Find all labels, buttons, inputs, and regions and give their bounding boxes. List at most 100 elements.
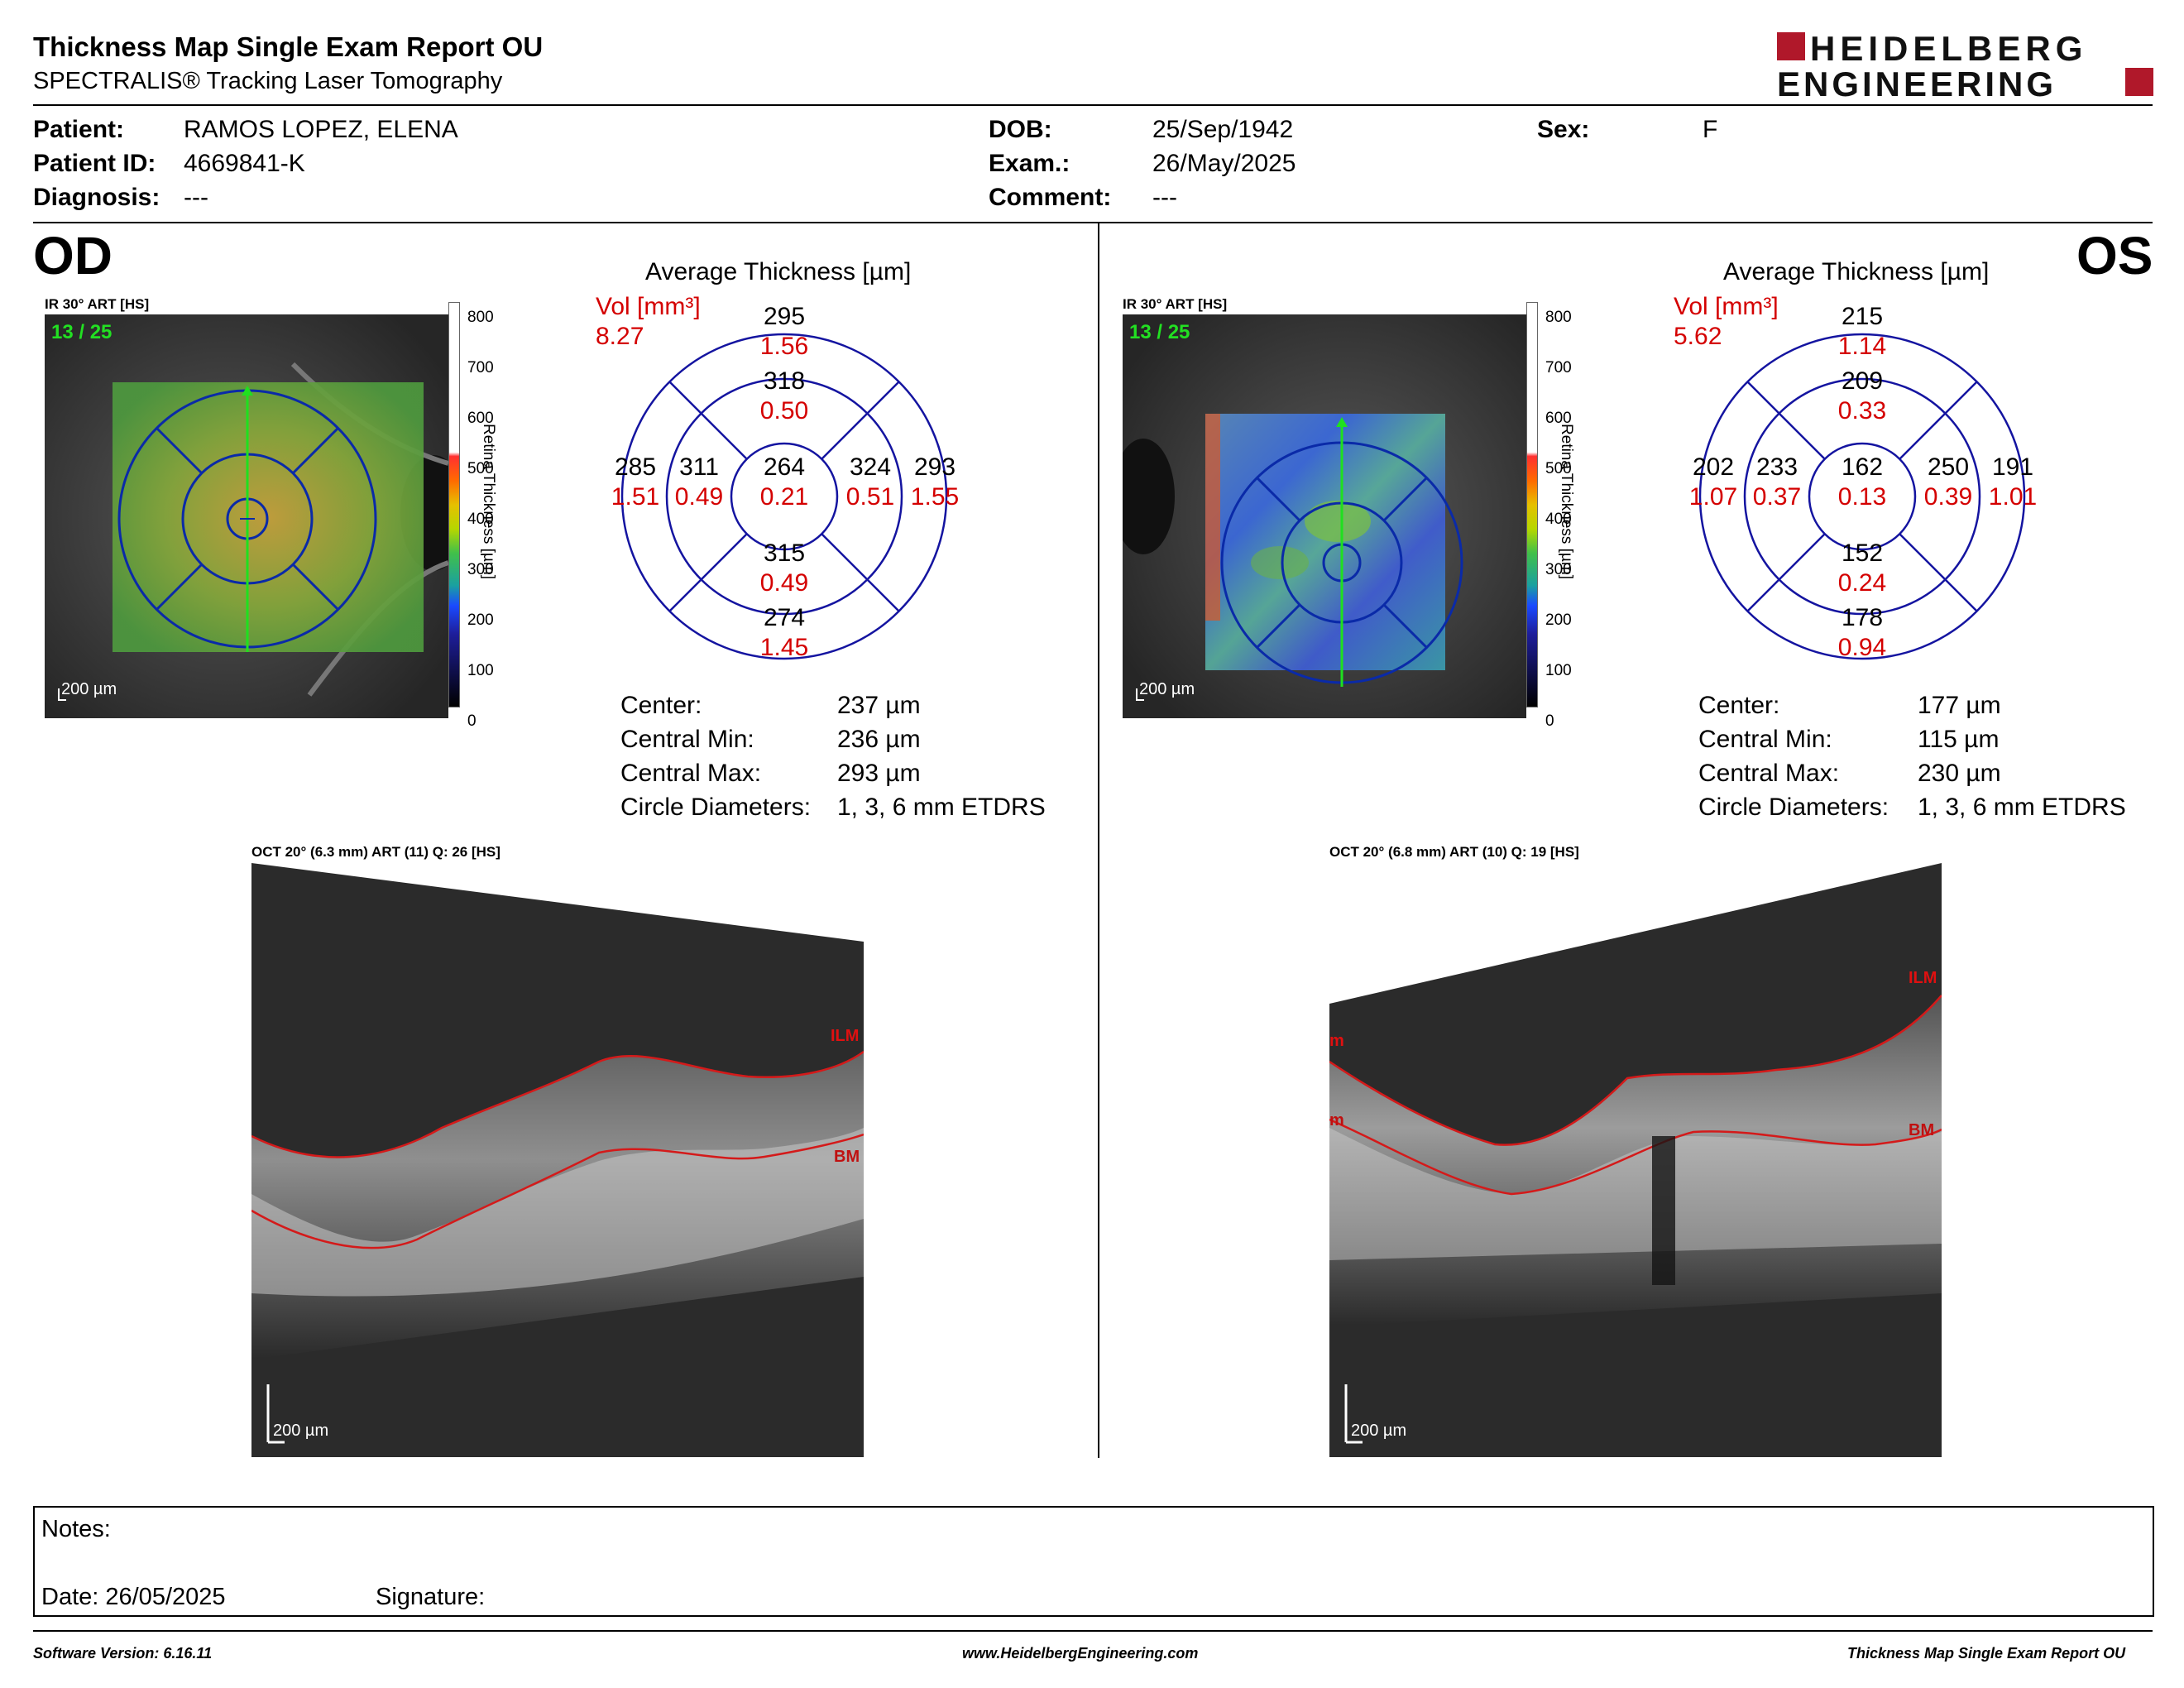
os-temp-inner-vol: 0.37 xyxy=(1752,483,1802,511)
sex-value: F xyxy=(1703,116,1718,143)
patient-label: Patient: xyxy=(33,116,125,143)
os-avg-title: Average Thickness [µm] xyxy=(1723,258,1990,285)
os-sup-inner-thick: 209 xyxy=(1841,367,1884,395)
os-stat-label: Central Max: xyxy=(1698,760,1840,787)
logo-line1: HEIDELBERG xyxy=(1810,30,2087,68)
os-stat-label: Circle Diameters: xyxy=(1698,794,1889,821)
od-avg-title: Average Thickness [µm] xyxy=(645,258,912,285)
od-temp-inner-vol: 0.49 xyxy=(674,483,724,511)
od-stat-value: 293 µm xyxy=(837,760,921,787)
scale-label: Retina Thickness [µm] xyxy=(1558,424,1575,579)
od-ilm-label: ILM xyxy=(831,1027,860,1045)
od-stat-value: 237 µm xyxy=(837,692,921,719)
patient-id-value: 4669841-K xyxy=(184,150,305,177)
od-color-scale: 800 700 600 500 400 300 200 100 0 Retina… xyxy=(447,302,546,730)
os-nasal-inner-vol: 0.39 xyxy=(1923,483,1973,511)
od-sup-inner-vol: 0.50 xyxy=(759,397,809,424)
os-stat-label: Center: xyxy=(1698,692,1780,719)
scale-tick: 0 xyxy=(467,712,477,730)
os-color-scale: 800 700 600 500 400 300 200 100 0 Retina… xyxy=(1525,302,1624,730)
comment-value: --- xyxy=(1152,184,1177,211)
od-stat-label: Central Min: xyxy=(620,726,754,753)
os-sup-outer-vol: 1.14 xyxy=(1837,333,1887,360)
scale-tick: 500 xyxy=(467,460,494,477)
os-oct-scalebar: 200 µm xyxy=(1351,1422,1407,1440)
od-oct-label: OCT 20° (6.3 mm) ART (11) Q: 26 [HS] xyxy=(251,844,500,860)
os-temp-outer-thick: 202 xyxy=(1692,453,1735,481)
scale-tick: 0 xyxy=(1545,712,1554,730)
dob-value: 25/Sep/1942 xyxy=(1152,116,1294,143)
os-ilm-label: ILM xyxy=(1909,969,1937,987)
od-vol-label: Vol [mm³] xyxy=(596,293,701,320)
od-inf-outer-vol: 1.45 xyxy=(759,634,809,661)
scale-tick: 100 xyxy=(467,662,494,679)
od-inf-outer-thick: 274 xyxy=(763,604,806,631)
os-inf-inner-vol: 0.24 xyxy=(1837,569,1887,597)
od-sup-outer-vol: 1.56 xyxy=(759,333,809,360)
scale-tick: 600 xyxy=(1545,410,1572,427)
od-center-thick: 264 xyxy=(763,453,806,481)
os-inf-outer-vol: 0.94 xyxy=(1837,634,1887,661)
notes-box[interactable]: Notes: Date: 26/05/2025 Signature: xyxy=(33,1506,2154,1617)
os-vol-total: 5.62 xyxy=(1674,323,1722,350)
scale-tick: 800 xyxy=(467,309,494,326)
scale-tick: 200 xyxy=(467,611,494,629)
os-slice-counter: 13 / 25 xyxy=(1129,321,1190,343)
od-sup-outer-thick: 295 xyxy=(763,303,806,330)
os-temp-inner-thick: 233 xyxy=(1755,453,1798,481)
od-stat-label: Center: xyxy=(620,692,702,719)
date-label: Date: 26/05/2025 xyxy=(41,1584,226,1610)
od-nasal-outer-vol: 1.55 xyxy=(910,483,960,511)
sex-label: Sex: xyxy=(1537,116,1590,143)
os-inf-inner-thick: 152 xyxy=(1841,539,1884,567)
os-sup-outer-thick: 215 xyxy=(1841,303,1884,330)
od-inf-inner-vol: 0.49 xyxy=(759,569,809,597)
od-stat-value: 236 µm xyxy=(837,726,921,753)
os-stat-value: 1, 3, 6 mm ETDRS xyxy=(1918,794,2126,821)
signature-label: Signature: xyxy=(376,1584,486,1610)
od-fundus-image: 13 / 25 200 µm xyxy=(45,314,448,718)
od-oct-bscan: ILM BM 200 µm xyxy=(251,863,864,1457)
os-ilm-left-label: m xyxy=(1329,1032,1344,1050)
footer-website[interactable]: www.HeidelbergEngineering.com xyxy=(962,1645,1199,1662)
os-ir-label: IR 30° ART [HS] xyxy=(1123,296,1228,312)
os-stat-value: 230 µm xyxy=(1918,760,2001,787)
os-oct-bscan: ILM BM m m 200 µm xyxy=(1329,863,1942,1457)
os-stat-value: 115 µm xyxy=(1918,726,2000,753)
exam-label: Exam.: xyxy=(989,150,1070,177)
od-ir-label: IR 30° ART [HS] xyxy=(45,296,150,312)
scale-tick: 200 xyxy=(1545,611,1572,629)
report-subtitle: SPECTRALIS® Tracking Laser Tomography xyxy=(33,68,503,94)
od-stat-label: Circle Diameters: xyxy=(620,794,812,821)
os-center-thick: 162 xyxy=(1841,453,1884,481)
os-fundus-scalebar: 200 µm xyxy=(1139,680,1195,698)
scale-tick: 700 xyxy=(467,359,494,376)
od-nasal-outer-thick: 293 xyxy=(913,453,956,481)
os-vol-label: Vol [mm³] xyxy=(1674,293,1779,320)
od-slice-counter: 13 / 25 xyxy=(51,321,113,343)
footer-software-version: Software Version: 6.16.11 xyxy=(33,1645,213,1662)
os-nasal-outer-thick: 191 xyxy=(1991,453,2034,481)
diagnosis-label: Diagnosis: xyxy=(33,184,160,211)
diagnosis-value: --- xyxy=(184,184,208,211)
od-temp-outer-thick: 285 xyxy=(614,453,657,481)
scale-tick: 300 xyxy=(1545,561,1572,578)
comment-label: Comment: xyxy=(989,184,1112,211)
scale-tick: 400 xyxy=(1545,511,1572,528)
patient-id-label: Patient ID: xyxy=(33,150,156,177)
eye-label-os: OS xyxy=(2076,226,2153,285)
od-stat-label: Central Max: xyxy=(620,760,762,787)
logo-line2: ENGINEERING xyxy=(1777,65,2057,101)
od-fundus-scalebar: 200 µm xyxy=(61,680,117,698)
scale-tick: 400 xyxy=(467,511,494,528)
od-center-vol: 0.21 xyxy=(759,483,809,511)
os-temp-outer-vol: 1.07 xyxy=(1688,483,1738,511)
os-inf-outer-thick: 178 xyxy=(1841,604,1884,631)
scale-tick: 300 xyxy=(467,561,494,578)
od-stat-value: 1, 3, 6 mm ETDRS xyxy=(837,794,1046,821)
scale-tick: 800 xyxy=(1545,309,1572,326)
os-bm-left-label: m xyxy=(1329,1111,1344,1129)
os-nasal-inner-thick: 250 xyxy=(1927,453,1970,481)
od-bm-label: BM xyxy=(834,1148,860,1166)
od-sup-inner-thick: 318 xyxy=(763,367,806,395)
